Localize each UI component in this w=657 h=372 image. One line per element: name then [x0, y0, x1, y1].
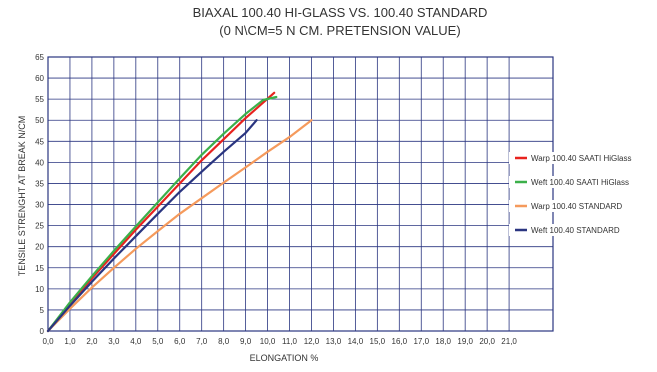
y-tick-label: 20	[35, 243, 44, 252]
x-tick-labels: 0,0 1,0 2,0 3,0 4,0 5,0 6,0 7,0 8,0 9,0 10,0 11,0 12…	[42, 337, 517, 346]
y-tick-label: 15	[35, 264, 44, 273]
y-tick-label: 55	[35, 95, 44, 104]
y-tick-label: 50	[35, 116, 44, 125]
legend-label-3: Weft 100.40 STANDARD	[531, 226, 620, 235]
x-tick-label: 9,0	[240, 337, 252, 346]
series-line-0	[46, 91, 276, 333]
x-tick-label: 8,0	[218, 337, 230, 346]
grid	[47, 56, 553, 332]
x-tick-label: 12,0	[304, 337, 320, 346]
series-line-1	[46, 95, 278, 333]
y-tick-label: 5	[40, 306, 45, 315]
y-tick-label: 45	[35, 137, 44, 146]
x-tick-label: 13,0	[326, 337, 342, 346]
legend-entry-bg	[509, 224, 649, 236]
x-tick-label: 10,0	[260, 337, 276, 346]
x-tick-label: 3,0	[108, 337, 120, 346]
x-tick-label: 11,0	[282, 337, 298, 346]
x-tick-label: 2,0	[86, 337, 98, 346]
y-tick-label: 25	[35, 222, 44, 231]
x-tick-label: 14,0	[348, 337, 364, 346]
x-tick-label: 7,0	[196, 337, 208, 346]
x-tick-label: 18,0	[435, 337, 451, 346]
x-tick-label: 6,0	[174, 337, 186, 346]
x-axis-label: ELONGATION %	[250, 353, 319, 363]
chart-subtitle: (0 N\CM=5 N CM. PRETENSION VALUE)	[219, 23, 460, 38]
y-tick-label: 65	[35, 53, 44, 62]
series-lines	[46, 91, 313, 333]
series-line-3	[46, 119, 258, 333]
legend-entry-bg	[509, 152, 649, 164]
y-tick-label: 30	[35, 201, 44, 210]
x-tick-label: 0,0	[42, 337, 54, 346]
legend: Warp 100.40 SAATI HiGlass Weft 100.40 SAA…	[509, 152, 649, 236]
legend-entry-bg	[509, 176, 649, 188]
y-axis-label: TENSILE STRENGHT AT BREAK N/CM	[17, 116, 27, 277]
legend-label-2: Warp 100.40 STANDARD	[531, 202, 622, 211]
plot-frame	[47, 56, 554, 332]
y-tick-label: 10	[35, 285, 44, 294]
y-tick-label: 40	[35, 158, 44, 167]
x-tick-label: 4,0	[130, 337, 142, 346]
x-tick-label: 5,0	[152, 337, 164, 346]
x-tick-label: 16,0	[392, 337, 408, 346]
y-tick-label: 35	[35, 179, 44, 188]
series-line-2	[46, 119, 313, 333]
legend-entry-bg	[509, 200, 649, 212]
chart-title: BIAXAL 100.40 HI-GLASS VS. 100.40 STANDA…	[193, 5, 488, 20]
y-tick-labels: 0 5 10 15 20 25 30 35 40 45 50 55 60 65	[35, 53, 44, 336]
x-tick-label: 17,0	[413, 337, 429, 346]
x-tick-label: 1,0	[64, 337, 76, 346]
legend-label-1: Weft 100.40 SAATI HiGlass	[531, 178, 629, 187]
legend-label-0: Warp 100.40 SAATI HiGlass	[531, 154, 631, 163]
x-tick-label: 20,0	[479, 337, 495, 346]
x-tick-label: 19,0	[457, 337, 473, 346]
x-tick-label: 21,0	[501, 337, 517, 346]
x-tick-label: 15,0	[370, 337, 386, 346]
y-tick-label: 0	[40, 327, 45, 336]
y-tick-label: 60	[35, 74, 44, 83]
